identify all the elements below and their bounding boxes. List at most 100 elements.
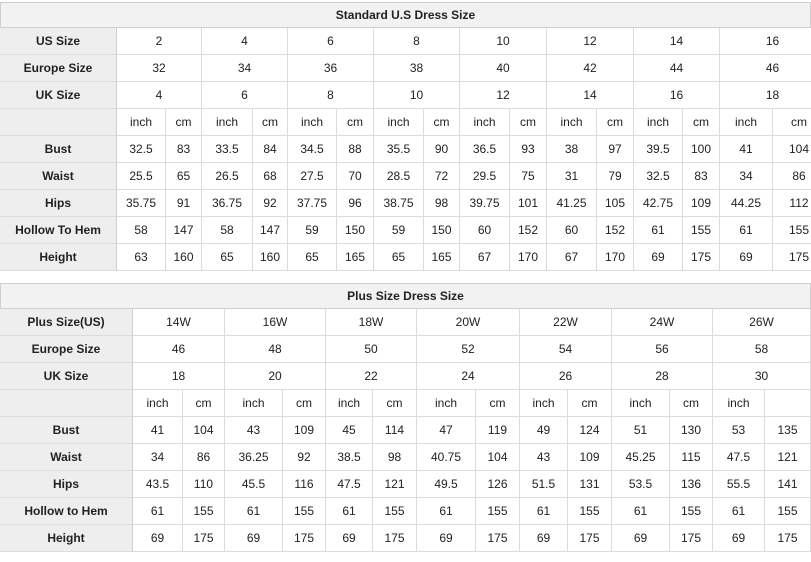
value-cell: 124 — [568, 417, 612, 444]
value-cell: 39.5 — [634, 136, 683, 163]
value-cell: 69 — [417, 525, 476, 552]
unit-cell: inch — [202, 109, 253, 136]
unit-cell: inch — [547, 109, 597, 136]
value-cell: 36.5 — [460, 136, 510, 163]
value-cell: 65 — [202, 244, 253, 271]
value-cell: 61 — [713, 498, 765, 525]
size-cell: 58 — [713, 336, 811, 363]
size-cell: 28 — [612, 363, 713, 390]
value-cell: 28.5 — [374, 163, 424, 190]
size-cell: 14 — [547, 82, 634, 109]
value-cell: 160 — [166, 244, 202, 271]
unit-cell: cm — [337, 109, 374, 136]
value-cell: 86 — [183, 444, 225, 471]
size-cell: 52 — [417, 336, 520, 363]
value-cell: 175 — [765, 525, 811, 552]
value-cell: 91 — [166, 190, 202, 217]
value-cell: 96 — [337, 190, 374, 217]
value-cell: 90 — [424, 136, 460, 163]
value-cell: 155 — [773, 217, 811, 244]
unit-cell: inch — [612, 390, 670, 417]
value-cell: 32.5 — [634, 163, 683, 190]
table-title: Plus Size Dress Size — [0, 283, 811, 309]
value-cell: 29.5 — [460, 163, 510, 190]
value-cell: 136 — [670, 471, 713, 498]
row-label: Waist — [0, 163, 117, 190]
unit-cell: cm — [183, 390, 225, 417]
size-cell: 12 — [460, 82, 547, 109]
row-label: Hollow to Hem — [0, 498, 133, 525]
value-cell: 45.25 — [612, 444, 670, 471]
size-cell: 22 — [326, 363, 417, 390]
value-cell: 121 — [373, 471, 417, 498]
value-cell: 40.75 — [417, 444, 476, 471]
value-cell: 170 — [597, 244, 634, 271]
unit-cell: inch — [133, 390, 183, 417]
value-cell: 60 — [547, 217, 597, 244]
value-cell: 119 — [476, 417, 520, 444]
value-cell: 44.25 — [720, 190, 773, 217]
size-cell: 46 — [133, 336, 225, 363]
size-cell: 36 — [288, 55, 374, 82]
size-cell: 18 — [720, 82, 811, 109]
value-cell: 26.5 — [202, 163, 253, 190]
value-cell: 155 — [183, 498, 225, 525]
value-cell: 155 — [568, 498, 612, 525]
value-cell: 155 — [683, 217, 720, 244]
value-cell: 155 — [670, 498, 713, 525]
unit-cell — [765, 390, 811, 417]
value-cell: 69 — [634, 244, 683, 271]
size-cell: 16 — [634, 82, 720, 109]
row-label: Height — [0, 244, 117, 271]
value-cell: 47.5 — [326, 471, 373, 498]
value-cell: 104 — [773, 136, 811, 163]
size-cell: 16 — [720, 28, 811, 55]
row-label: UK Size — [0, 363, 133, 390]
unit-cell: inch — [374, 109, 424, 136]
size-cell: 10 — [460, 28, 547, 55]
value-cell: 31 — [547, 163, 597, 190]
value-cell: 92 — [253, 190, 288, 217]
value-cell: 175 — [283, 525, 326, 552]
value-cell: 67 — [460, 244, 510, 271]
value-cell: 114 — [373, 417, 417, 444]
value-cell: 100 — [683, 136, 720, 163]
size-cell: 8 — [374, 28, 460, 55]
unit-cell: inch — [713, 390, 765, 417]
size-cell: 50 — [326, 336, 417, 363]
value-cell: 155 — [476, 498, 520, 525]
value-cell: 43 — [520, 444, 568, 471]
value-cell: 116 — [283, 471, 326, 498]
size-cell: 20W — [417, 309, 520, 336]
value-cell: 34 — [720, 163, 773, 190]
size-cell: 18W — [326, 309, 417, 336]
size-cell: 12 — [547, 28, 634, 55]
value-cell: 79 — [597, 163, 634, 190]
row-label: Hollow To Hem — [0, 217, 117, 244]
value-cell: 83 — [166, 136, 202, 163]
value-cell: 147 — [166, 217, 202, 244]
size-cell: 16W — [225, 309, 326, 336]
value-cell: 69 — [225, 525, 283, 552]
unit-cell: cm — [373, 390, 417, 417]
value-cell: 34 — [133, 444, 183, 471]
value-cell: 109 — [568, 444, 612, 471]
value-cell: 61 — [225, 498, 283, 525]
value-cell: 67 — [547, 244, 597, 271]
value-cell: 41 — [133, 417, 183, 444]
row-label: Height — [0, 525, 133, 552]
value-cell: 43.5 — [133, 471, 183, 498]
size-cell: 14W — [133, 309, 225, 336]
value-cell: 58 — [117, 217, 166, 244]
unit-cell: cm — [424, 109, 460, 136]
row-label: Bust — [0, 136, 117, 163]
value-cell: 36.75 — [202, 190, 253, 217]
value-cell: 59 — [374, 217, 424, 244]
size-cell: 20 — [225, 363, 326, 390]
value-cell: 170 — [510, 244, 547, 271]
value-cell: 34.5 — [288, 136, 337, 163]
value-cell: 59 — [288, 217, 337, 244]
unit-cell: inch — [117, 109, 166, 136]
size-cell: 26 — [520, 363, 612, 390]
